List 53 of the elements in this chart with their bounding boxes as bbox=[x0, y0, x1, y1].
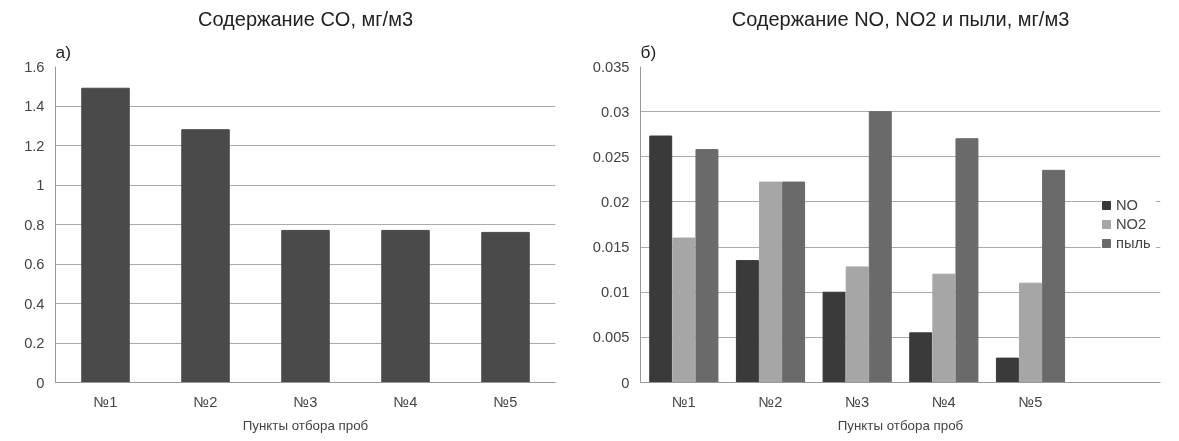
bar bbox=[81, 87, 130, 383]
y-tick-label: 0.035 bbox=[592, 58, 630, 75]
bar bbox=[868, 111, 892, 383]
bar bbox=[649, 135, 673, 383]
bar bbox=[735, 260, 759, 383]
bar bbox=[481, 231, 530, 383]
bar bbox=[995, 357, 1019, 383]
y-tick-label: 0.4 bbox=[24, 295, 45, 312]
bar bbox=[782, 181, 806, 383]
bar bbox=[281, 229, 330, 383]
bar bbox=[381, 229, 430, 383]
bar bbox=[909, 332, 933, 383]
bar bbox=[181, 129, 230, 383]
legend-label: NO bbox=[1116, 197, 1139, 213]
y-tick-label: 1 bbox=[36, 177, 45, 193]
y-tick-label: 0.03 bbox=[600, 103, 630, 120]
x-tick-label: №3 bbox=[845, 393, 870, 410]
x-tick-label: №5 bbox=[493, 393, 518, 410]
y-tick-label: 0.6 bbox=[24, 256, 45, 272]
y-tick-label: 0.025 bbox=[592, 148, 630, 165]
x-tick-label: №3 bbox=[293, 393, 318, 410]
chart-title: Содержание CO, мг/м3 bbox=[197, 7, 414, 30]
bar bbox=[845, 266, 869, 383]
y-tick-label: 1.2 bbox=[24, 137, 45, 154]
x-tick-label: №5 bbox=[1018, 393, 1043, 410]
y-tick-label: 1.4 bbox=[24, 98, 45, 114]
x-tick-label: №4 bbox=[931, 393, 956, 410]
y-tick-label: 0.015 bbox=[592, 239, 630, 256]
x-axis-title: Пункты отбора проб bbox=[837, 417, 964, 433]
x-tick-label: №1 bbox=[671, 393, 696, 410]
y-tick-label: 0.2 bbox=[24, 335, 45, 351]
bar bbox=[822, 291, 846, 383]
legend-label: NO2 bbox=[1116, 216, 1148, 232]
bar bbox=[672, 237, 696, 383]
y-tick-label: 0 bbox=[36, 374, 45, 391]
legend-label: пыль bbox=[1116, 235, 1152, 251]
text: а) bbox=[55, 41, 71, 62]
bar bbox=[955, 138, 979, 383]
y-tick-label: 0.005 bbox=[592, 329, 630, 346]
y-tick-label: 0 bbox=[621, 374, 630, 391]
x-tick-label: №2 bbox=[193, 393, 218, 410]
text: б) bbox=[640, 41, 657, 62]
x-tick-label: №2 bbox=[758, 393, 783, 410]
x-axis-title: Пункты отбора проб bbox=[242, 417, 369, 433]
bar bbox=[695, 149, 719, 383]
bar bbox=[1042, 169, 1066, 383]
x-tick-label: №4 bbox=[393, 393, 418, 410]
x-tick-label: №1 bbox=[93, 393, 118, 410]
y-tick-label: 1.6 bbox=[24, 58, 45, 75]
y-tick-label: 0.8 bbox=[24, 216, 45, 233]
y-tick-label: 0.02 bbox=[600, 193, 630, 210]
chart-title: Содержание NO, NO2 и пыли, мг/м3 bbox=[731, 7, 1070, 30]
y-tick-label: 0.01 bbox=[600, 284, 630, 301]
